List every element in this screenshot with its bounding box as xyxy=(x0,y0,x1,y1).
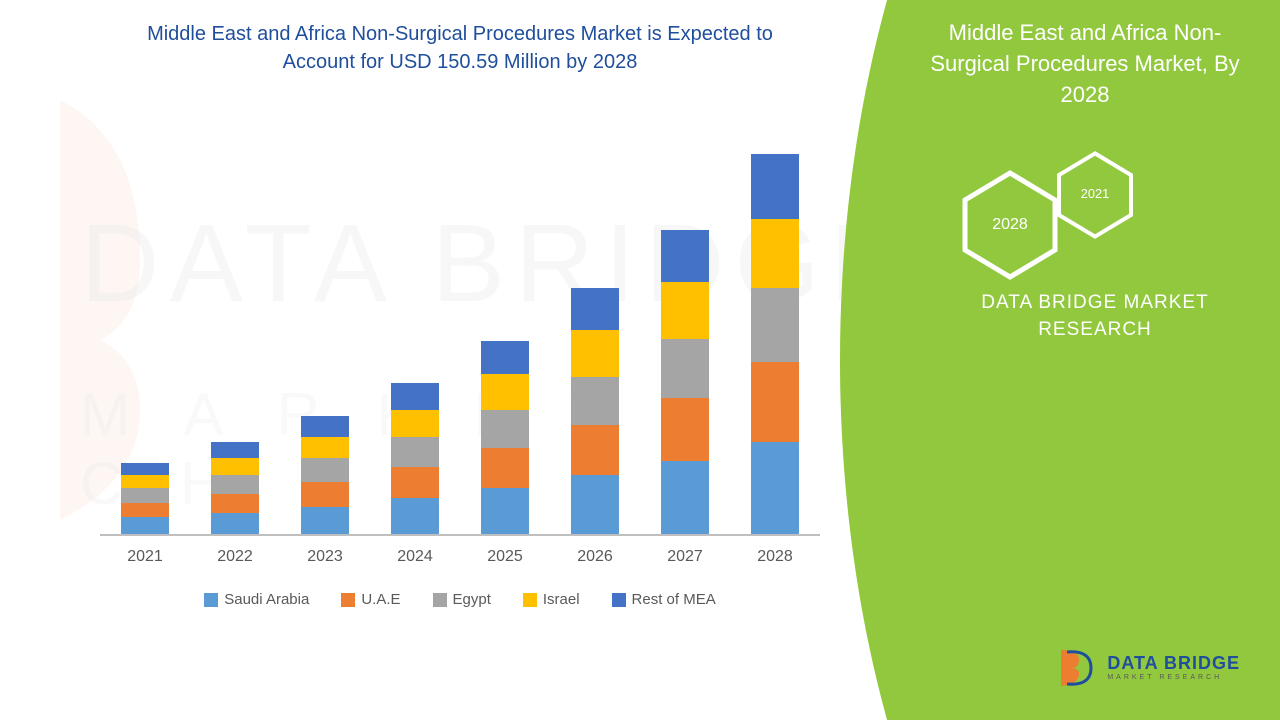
bar-stack xyxy=(661,230,709,534)
legend-swatch xyxy=(341,593,355,607)
legend-swatch xyxy=(612,593,626,607)
logo-main-text: DATA BRIDGE xyxy=(1107,654,1240,674)
x-axis-label: 2025 xyxy=(487,548,523,566)
x-axis-label: 2022 xyxy=(217,548,253,566)
x-axis-label: 2026 xyxy=(577,548,613,566)
bar-segment xyxy=(121,475,169,488)
logo-sub-text: MARKET RESEARCH xyxy=(1107,674,1240,682)
chart-legend: Saudi Arabia U.A.E Egypt Israel Rest of MEA xyxy=(60,591,860,608)
legend-item: Egypt xyxy=(433,591,491,608)
legend-label: Saudi Arabia xyxy=(224,591,309,608)
bar-segment xyxy=(571,475,619,534)
chart-container: Middle East and Africa Non-Surgical Proc… xyxy=(60,20,860,680)
bar-segment xyxy=(391,383,439,410)
bar-stack xyxy=(571,288,619,534)
bar-stack xyxy=(301,416,349,534)
bar-segment xyxy=(211,458,259,475)
bar-segment xyxy=(751,362,799,442)
bar-segment xyxy=(661,398,709,461)
bar-segment xyxy=(661,282,709,339)
hexagon-2028: 2028 xyxy=(960,170,1060,280)
hexagon-2021: 2021 xyxy=(1055,151,1135,239)
legend-item: U.A.E xyxy=(341,591,400,608)
bar-segment xyxy=(481,341,529,375)
bar-stack xyxy=(481,341,529,534)
legend-swatch xyxy=(523,593,537,607)
bar-segment xyxy=(481,410,529,448)
legend-swatch xyxy=(204,593,218,607)
bar-segment xyxy=(121,463,169,476)
x-axis-line xyxy=(100,534,820,536)
bar-segment xyxy=(571,288,619,330)
bar-segment xyxy=(571,330,619,376)
bar-segment xyxy=(301,416,349,437)
bar-stack xyxy=(751,154,799,534)
bar-segment xyxy=(571,425,619,475)
bar-segment xyxy=(391,437,439,466)
bar-segment xyxy=(751,154,799,219)
bar-segment xyxy=(391,498,439,534)
legend-item: Saudi Arabia xyxy=(204,591,309,608)
bar-segment xyxy=(211,513,259,534)
bar-segment xyxy=(211,442,259,459)
bar-segment xyxy=(391,467,439,499)
legend-label: Rest of MEA xyxy=(632,591,716,608)
bar-segment xyxy=(481,448,529,488)
chart-title: Middle East and Africa Non-Surgical Proc… xyxy=(60,20,860,96)
logo-text: DATA BRIDGE MARKET RESEARCH xyxy=(1107,654,1240,681)
right-panel-title: Middle East and Africa Non-Surgical Proc… xyxy=(840,0,1280,110)
right-panel-subtitle: DATA BRIDGE MARKET RESEARCH xyxy=(930,290,1260,343)
bar-segment xyxy=(121,517,169,534)
bar-stack xyxy=(211,442,259,534)
x-axis-label: 2028 xyxy=(757,548,793,566)
bar-segment xyxy=(121,503,169,518)
bar-segment xyxy=(751,219,799,288)
bar-segment xyxy=(211,475,259,494)
bar-segment xyxy=(211,494,259,513)
logo-mark-icon xyxy=(1053,646,1097,690)
bar-segment xyxy=(661,339,709,398)
bar-segment xyxy=(391,410,439,437)
bar-segment xyxy=(481,488,529,534)
bar-segment xyxy=(661,230,709,283)
bar-segment xyxy=(301,482,349,507)
brand-logo: DATA BRIDGE MARKET RESEARCH xyxy=(1053,646,1240,690)
legend-label: Israel xyxy=(543,591,580,608)
bar-segment xyxy=(121,488,169,503)
bar-stack xyxy=(121,463,169,534)
bar-segment xyxy=(301,437,349,458)
legend-item: Israel xyxy=(523,591,580,608)
bar-segment xyxy=(301,458,349,481)
hexagon-group: 2028 2021 xyxy=(960,140,1160,290)
bar-segment xyxy=(751,442,799,534)
bar-segment xyxy=(481,374,529,410)
bar-stack xyxy=(391,383,439,534)
x-axis-label: 2023 xyxy=(307,548,343,566)
bar-segment xyxy=(751,288,799,362)
right-panel: Middle East and Africa Non-Surgical Proc… xyxy=(840,0,1280,720)
x-axis-label: 2027 xyxy=(667,548,703,566)
bar-segment xyxy=(301,507,349,534)
x-axis-label: 2024 xyxy=(397,548,433,566)
bar-segment xyxy=(571,377,619,425)
legend-item: Rest of MEA xyxy=(612,591,716,608)
chart-plot: 20212022202320242025202620272028 xyxy=(80,96,840,536)
legend-label: Egypt xyxy=(453,591,491,608)
bar-segment xyxy=(661,461,709,535)
x-axis-label: 2021 xyxy=(127,548,163,566)
legend-swatch xyxy=(433,593,447,607)
legend-label: U.A.E xyxy=(361,591,400,608)
